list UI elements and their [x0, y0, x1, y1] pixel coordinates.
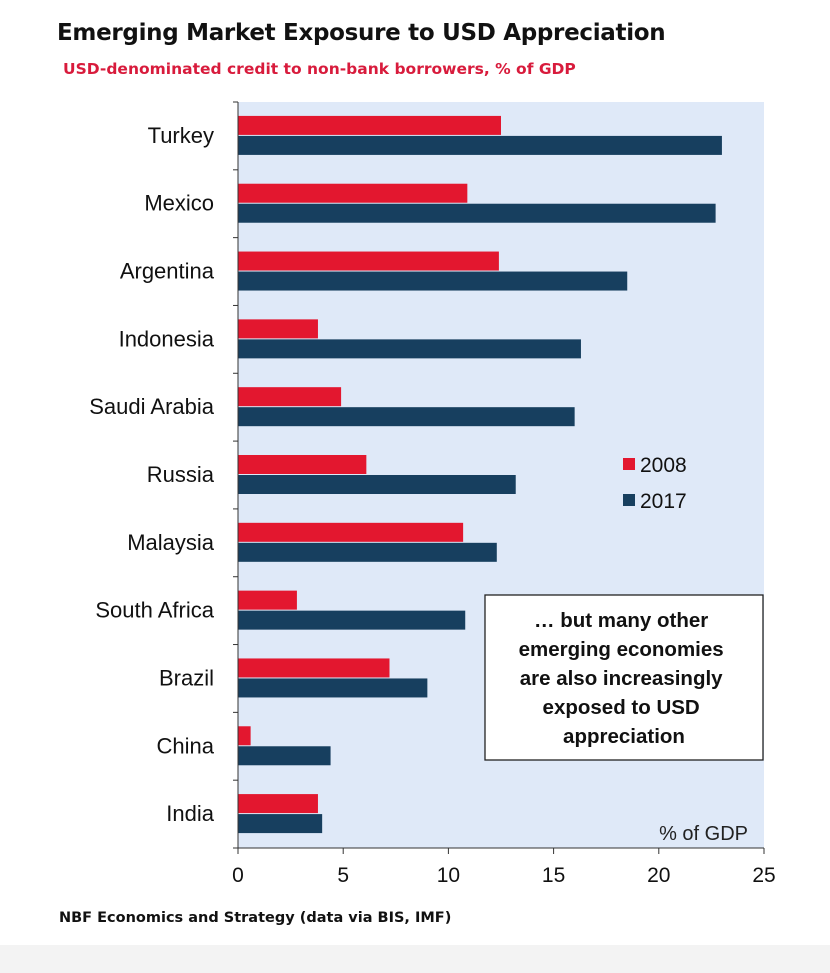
bar-2008-indonesia	[238, 319, 318, 339]
legend-swatch-2017	[623, 494, 635, 506]
bar-2017-malaysia	[238, 542, 497, 562]
bar-2017-india	[238, 814, 323, 834]
x-tick-label: 20	[647, 864, 670, 887]
bar-2008-malaysia	[238, 522, 464, 542]
unit-label: % of GDP	[659, 823, 748, 845]
category-label: Turkey	[148, 123, 214, 148]
category-label: Mexico	[144, 191, 214, 216]
bar-2017-argentina	[238, 271, 628, 291]
bar-2008-mexico	[238, 183, 468, 203]
x-tick-label: 0	[232, 864, 244, 887]
bar-2008-south-africa	[238, 590, 297, 610]
page-bottom-strip	[0, 945, 830, 973]
x-tick-label: 25	[752, 864, 775, 887]
category-label: Russia	[147, 462, 215, 487]
category-label: Saudi Arabia	[89, 394, 215, 419]
category-label: South Africa	[95, 598, 214, 623]
legend-swatch-2008	[623, 458, 635, 470]
x-tick-label: 5	[337, 864, 349, 887]
chart-title: Emerging Market Exposure to USD Apprecia…	[57, 20, 666, 46]
bar-2008-china	[238, 726, 251, 746]
category-label: Indonesia	[119, 326, 215, 351]
annotation-text: … but many other emerging economies are …	[519, 609, 730, 748]
category-label: China	[157, 733, 215, 758]
x-tick-label: 15	[542, 864, 565, 887]
category-label: India	[166, 801, 214, 826]
category-label: Malaysia	[127, 530, 215, 555]
bar-2017-china	[238, 746, 331, 766]
chart-subtitle: USD-denominated credit to non-bank borro…	[63, 60, 576, 78]
bar-2017-saudi-arabia	[238, 407, 575, 427]
bar-2008-turkey	[238, 115, 501, 135]
category-label: Argentina	[120, 259, 215, 284]
bar-2008-india	[238, 794, 318, 814]
bar-2008-russia	[238, 455, 367, 474]
annotation-box: … but many other emerging economies are …	[484, 594, 764, 761]
bar-2008-brazil	[238, 658, 390, 678]
bar-2017-south-africa	[238, 610, 466, 630]
bar-2008-argentina	[238, 251, 499, 271]
category-label: Brazil	[159, 665, 214, 690]
bar-2008-saudi-arabia	[238, 387, 342, 407]
bar-2017-brazil	[238, 678, 428, 698]
legend-label-2008: 2008	[640, 454, 687, 477]
x-tick-label: 10	[437, 864, 460, 887]
bar-2017-indonesia	[238, 339, 581, 359]
bar-2017-russia	[238, 475, 516, 494]
bar-2017-mexico	[238, 203, 716, 223]
bar-2017-turkey	[238, 135, 722, 155]
legend-label-2017: 2017	[640, 490, 687, 513]
legend: 2008 2017	[623, 454, 687, 513]
source-note: NBF Economics and Strategy (data via BIS…	[59, 910, 452, 926]
